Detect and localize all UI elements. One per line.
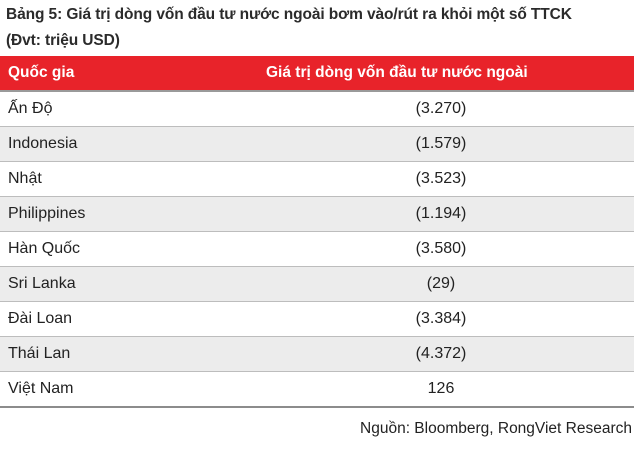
value-cell: (3.270) (248, 91, 634, 127)
value-cell: (4.372) (248, 336, 634, 372)
table-row: Indonesia (1.579) (0, 126, 634, 162)
source-note: Nguồn: Bloomberg, RongViet Research (360, 420, 632, 437)
value-cell: (29) (248, 266, 634, 302)
country-cell: Đài Loan (0, 301, 248, 337)
capital-flow-table: Quốc gia Giá trị dòng vốn đầu tư nước ng… (0, 56, 634, 408)
table-row: Việt Nam 126 (0, 371, 634, 408)
country-cell: Ấn Độ (0, 91, 248, 127)
value-cell: 126 (248, 371, 634, 408)
table-row: Đài Loan (3.384) (0, 301, 634, 337)
country-cell: Indonesia (0, 126, 248, 162)
table-row: Philippines (1.194) (0, 196, 634, 232)
table-row: Hàn Quốc (3.580) (0, 231, 634, 267)
title-line-2: (Đvt: triệu USD) (6, 32, 120, 49)
country-cell: Thái Lan (0, 336, 248, 372)
country-cell: Nhật (0, 161, 248, 197)
value-cell: (3.384) (248, 301, 634, 337)
country-cell: Sri Lanka (0, 266, 248, 302)
country-cell: Việt Nam (0, 371, 248, 408)
header-country: Quốc gia (0, 56, 248, 92)
value-cell: (1.579) (248, 126, 634, 162)
table-row: Nhật (3.523) (0, 161, 634, 197)
country-cell: Philippines (0, 196, 248, 232)
country-cell: Hàn Quốc (0, 231, 248, 267)
title-line-1: Bảng 5: Giá trị dòng vốn đầu tư nước ngo… (6, 6, 572, 23)
value-cell: (1.194) (248, 196, 634, 232)
table-row: Ấn Độ (3.270) (0, 91, 634, 127)
value-cell: (3.523) (248, 161, 634, 197)
header-value: Giá trị dòng vốn đầu tư nước ngoài (248, 56, 634, 92)
table-row: Thái Lan (4.372) (0, 336, 634, 372)
header-row: Quốc gia Giá trị dòng vốn đầu tư nước ng… (0, 56, 634, 92)
value-cell: (3.580) (248, 231, 634, 267)
table-title: Bảng 5: Giá trị dòng vốn đầu tư nước ngo… (6, 2, 636, 54)
table-row: Sri Lanka (29) (0, 266, 634, 302)
